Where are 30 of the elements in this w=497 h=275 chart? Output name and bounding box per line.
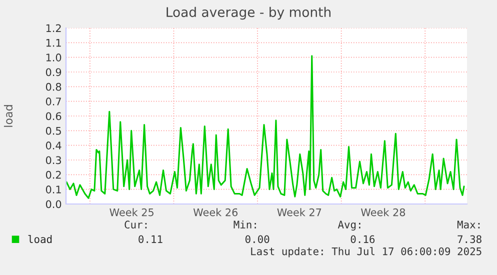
y-tick-label: 0.4 — [46, 142, 62, 150]
y-tick-label: 0.5 — [46, 126, 61, 135]
text: 0.00 — [245, 235, 270, 244]
y-tick-label: 1.2 — [46, 24, 61, 32]
text: Cur: — [124, 220, 147, 229]
legend-label: load — [28, 235, 52, 244]
text: Last update: Thu Jul 17 06:00:09 2025 — [251, 247, 482, 258]
x-tick-label: Week 27 — [277, 208, 322, 216]
y-tick-label: 0.8 — [46, 82, 62, 91]
y-tick-label: 0.0 — [46, 200, 62, 208]
y-tick-label: 1.1 — [46, 39, 61, 47]
text: 7.38 — [458, 235, 482, 244]
y-tick-label: 0.2 — [46, 170, 61, 179]
text: 0.11 — [138, 235, 162, 244]
y-tick-label: 0.7 — [46, 98, 61, 106]
y-tick-label: 0.9 — [46, 68, 62, 76]
y-tick-label: 1.0 — [46, 54, 62, 62]
y-tick-label: 0.6 — [46, 112, 62, 120]
y-tick-label: 0.1 — [46, 186, 61, 194]
x-tick-label: Week 26 — [193, 208, 238, 216]
x-tick-label: Week 28 — [361, 208, 406, 216]
text: 0.16 — [350, 235, 375, 244]
text: Avg: — [338, 220, 360, 231]
text: Max: — [457, 220, 480, 229]
text: Min: — [234, 220, 256, 228]
y-tick-label: 0.3 — [46, 156, 61, 164]
y-axis-title: load — [4, 105, 13, 127]
line-series — [66, 55, 465, 199]
chart-title: Load average - by month — [166, 6, 330, 20]
x-tick-label: Week 25 — [110, 208, 154, 216]
